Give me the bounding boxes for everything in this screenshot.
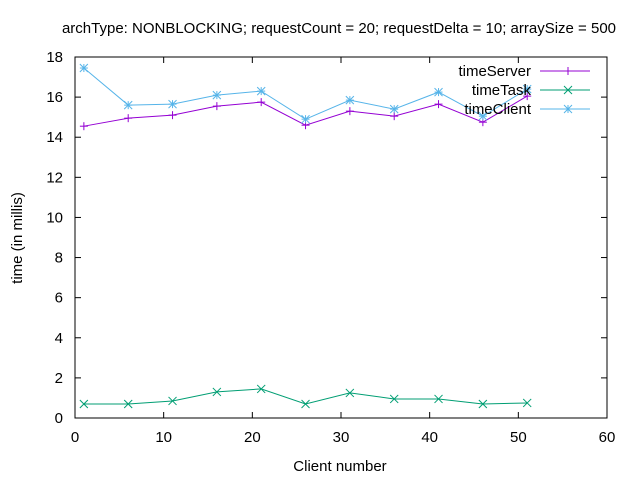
legend-marker-timeClient [563, 104, 573, 114]
data-point-timeClient [123, 100, 133, 110]
data-point-timeTask [389, 394, 399, 404]
data-point-timeTask [434, 394, 443, 404]
x-tick-label: 0 [71, 429, 79, 446]
y-tick-label: 16 [46, 89, 63, 106]
data-point-timeClient [345, 95, 355, 105]
legend-label-timeClient: timeClient [464, 101, 532, 118]
x-tick-label: 10 [155, 429, 172, 446]
data-point-timeServer [390, 112, 399, 121]
x-tick-label: 40 [421, 429, 438, 446]
y-tick-label: 12 [46, 169, 63, 186]
data-point-timeServer [434, 100, 443, 109]
x-tick-label: 50 [510, 429, 527, 446]
data-point-timeTask [212, 387, 222, 397]
data-point-timeTask [522, 398, 532, 408]
data-point-timeClient [212, 90, 222, 100]
y-tick-label: 10 [46, 209, 63, 226]
data-point-timeServer [212, 102, 221, 111]
data-point-timeClient [478, 111, 488, 121]
data-point-timeServer [345, 107, 354, 116]
y-tick-label: 6 [55, 290, 63, 307]
y-tick-label: 8 [55, 250, 63, 267]
x-tick-label: 20 [244, 429, 261, 446]
data-point-timeTask [123, 399, 133, 409]
data-point-timeTask [478, 399, 488, 409]
legend-marker-timeServer [564, 67, 572, 75]
y-tick-label: 14 [46, 129, 63, 146]
data-point-timeServer [257, 98, 266, 107]
legend-label-timeServer: timeServer [458, 63, 531, 80]
data-point-timeTask [256, 384, 266, 394]
x-tick-label: 30 [333, 429, 350, 446]
data-point-timeTask [301, 399, 310, 409]
data-point-timeClient [522, 84, 532, 94]
data-point-timeServer [79, 122, 88, 131]
data-point-timeClient [256, 86, 266, 96]
plot-area: 0 10 20 30 40 50 60 0 2 4 6 8 10 12 14 16 18 [46, 49, 615, 446]
data-point-timeClient [389, 104, 399, 114]
x-tick-label: 60 [599, 429, 616, 446]
data-point-timeServer [523, 92, 532, 101]
data-point-timeClient [79, 63, 89, 73]
y-axis-title: time (in millis) [9, 192, 26, 284]
legend: timeServer timeTask timeClient [458, 63, 590, 118]
data-point-timeServer [168, 111, 177, 120]
x-axis-title: Client number [293, 458, 386, 475]
data-point-timeTask [79, 399, 89, 409]
legend-marker-timeTask [563, 85, 573, 95]
legend-label-timeTask: timeTask [472, 82, 532, 99]
y-tick-label: 4 [55, 330, 63, 347]
data-point-timeServer [124, 114, 133, 123]
chart-title: archType: NONBLOCKING; requestCount = 20… [62, 20, 616, 37]
y-tick-label: 18 [46, 49, 63, 66]
data-point-timeTask [345, 388, 355, 398]
series-line-timeTask [83, 388, 528, 405]
data-point-timeClient [301, 114, 310, 124]
y-tick-label: 2 [55, 370, 63, 387]
data-point-timeTask [168, 396, 177, 406]
data-point-timeClient [434, 87, 443, 97]
data-point-timeClient [168, 99, 177, 109]
y-tick-label: 0 [55, 410, 63, 427]
